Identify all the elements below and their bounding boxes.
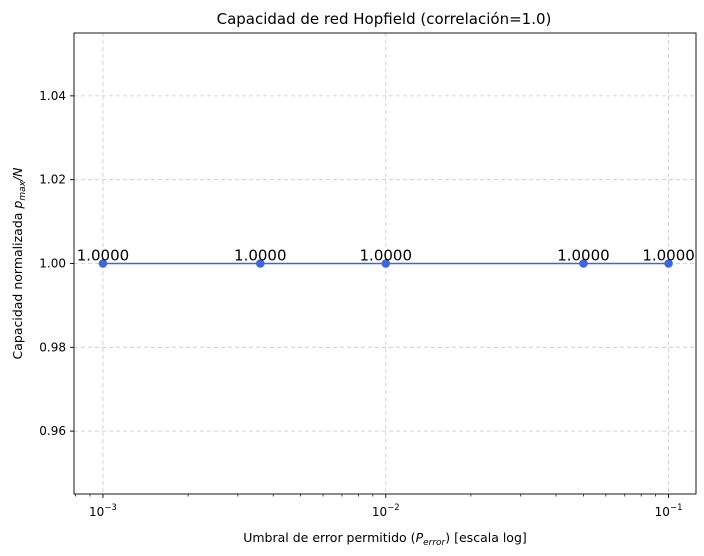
chart-title: Capacidad de red Hopfield (correlación=1… (217, 10, 552, 28)
data-label: 1.0000 (360, 247, 413, 265)
x-axis-label: Umbral de error permitido (Perror) [esca… (243, 530, 527, 548)
data-point (255, 259, 265, 268)
y-tick-label: 0.98 (39, 340, 66, 354)
data-label: 1.0000 (77, 247, 130, 265)
data-label: 1.0000 (642, 247, 695, 265)
x-tick-label: 10−2 (372, 503, 400, 519)
data-point (98, 259, 108, 268)
x-tick-label: 10−1 (655, 503, 683, 519)
data-point (664, 259, 673, 268)
data-point (381, 259, 391, 268)
y-tick-label: 1.02 (39, 173, 66, 187)
data-label: 1.0000 (234, 247, 287, 265)
x-tick-label: 10−3 (89, 503, 117, 519)
axes: 0.96 0.98 1.00 1.02 1.04 10−3 10−2 10−1 (39, 32, 697, 519)
y-axis-label: Capacidad normalizada pmax/N (10, 167, 28, 360)
y-tick-label: 1.00 (39, 257, 66, 271)
y-tick-label: 0.96 (39, 424, 66, 438)
y-tick-label: 1.04 (39, 89, 66, 103)
series-layer: 1.0000 1.0000 1.0000 1.0000 1.0000 (77, 247, 695, 268)
axis-labels: Umbral de error permitido (Perror) [esca… (10, 167, 527, 548)
data-point (579, 259, 588, 268)
data-label: 1.0000 (557, 247, 610, 265)
